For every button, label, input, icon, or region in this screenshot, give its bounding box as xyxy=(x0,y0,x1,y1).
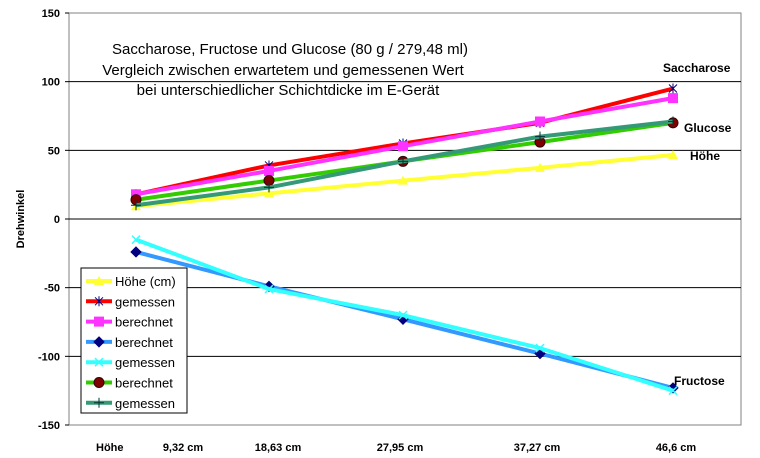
data-point xyxy=(264,284,274,294)
legend-item: gemessen xyxy=(86,396,175,411)
legend-label: Höhe (cm) xyxy=(115,274,176,289)
legend-marker xyxy=(94,397,104,408)
data-point xyxy=(668,116,678,127)
data-point xyxy=(264,165,274,176)
data-point xyxy=(668,83,678,94)
x-tick-label: 9,32 cm xyxy=(163,442,204,454)
y-axis-label: Drehwinkel xyxy=(15,190,27,249)
legend-label: berechnet xyxy=(115,315,173,330)
data-point xyxy=(398,175,408,185)
legend-item: berechnet xyxy=(86,335,173,350)
data-point xyxy=(668,386,678,396)
series-6 xyxy=(131,116,678,211)
data-point xyxy=(668,150,678,160)
y-tick-label: 150 xyxy=(42,8,60,20)
y-tick-label: 100 xyxy=(42,77,60,89)
y-tick-label: 0 xyxy=(54,214,60,226)
legend-item: berechnet xyxy=(86,376,173,391)
legend: Höhe (cm) gemessen berechnet berechnet gemes… xyxy=(80,267,188,414)
legend-label: gemessen xyxy=(115,294,175,309)
legend-label: gemessen xyxy=(115,396,175,411)
legend-label: gemessen xyxy=(115,355,175,370)
x-axis-prefix: Höhe xyxy=(96,442,124,454)
legend-label: berechnet xyxy=(115,335,173,350)
series-4 xyxy=(131,235,678,396)
legend-item: Höhe (cm) xyxy=(86,274,176,289)
chart-title: Saccharose, Fructose und Glucose (80 g /… xyxy=(102,41,468,99)
data-point xyxy=(535,343,545,353)
data-point xyxy=(130,246,142,258)
data-point xyxy=(264,188,274,198)
data-point xyxy=(535,162,545,172)
title-line-3: bei unterschiedlicher Schichtdicke im E-… xyxy=(137,82,440,99)
legend-marker xyxy=(94,316,104,327)
data-point xyxy=(535,131,545,142)
y-axis-ticks: 150 100 50 0 -50 -100 -150 xyxy=(38,8,69,432)
annotations: Saccharose Glucose Höhe Fructose xyxy=(663,61,732,388)
legend-label: berechnet xyxy=(115,376,173,391)
title-line-2: Vergleich zwischen erwartetem und gemess… xyxy=(102,62,464,79)
data-point xyxy=(535,116,545,127)
legend-item: gemessen xyxy=(86,355,175,370)
data-point xyxy=(398,141,408,152)
x-tick-label: 18,63 cm xyxy=(255,442,302,454)
data-point xyxy=(398,310,408,320)
x-tick-label: 27,95 cm xyxy=(377,442,424,454)
x-axis-ticks: 9,32 cm 18,63 cm 27,95 cm 37,27 cm 46,6 cm xyxy=(163,442,697,454)
x-tick-label: 37,27 cm xyxy=(514,442,561,454)
annotation-saccharose: Saccharose xyxy=(663,61,731,75)
annotation-hoehe: Höhe xyxy=(690,149,720,163)
annotation-fructose: Fructose xyxy=(674,374,725,388)
data-point xyxy=(131,200,141,211)
data-point xyxy=(668,93,678,104)
y-tick-label: 50 xyxy=(48,145,60,157)
legend-marker xyxy=(94,276,104,285)
legend-marker xyxy=(93,377,105,388)
data-point xyxy=(264,182,274,193)
title-line-1: Saccharose, Fructose und Glucose (80 g /… xyxy=(112,41,468,58)
legend-item: gemessen xyxy=(86,294,175,309)
x-tick-label: 46,6 cm xyxy=(656,442,697,454)
series-group xyxy=(130,83,679,396)
legend-marker xyxy=(94,296,104,307)
y-tick-label: -150 xyxy=(38,420,60,432)
annotation-glucose: Glucose xyxy=(684,121,732,135)
data-point xyxy=(131,235,141,245)
legend-item: berechnet xyxy=(86,315,173,330)
legend-marker xyxy=(94,357,104,367)
y-tick-label: -50 xyxy=(44,283,60,295)
legend-marker xyxy=(93,336,105,348)
data-point xyxy=(398,156,408,167)
y-tick-label: -100 xyxy=(38,351,60,363)
